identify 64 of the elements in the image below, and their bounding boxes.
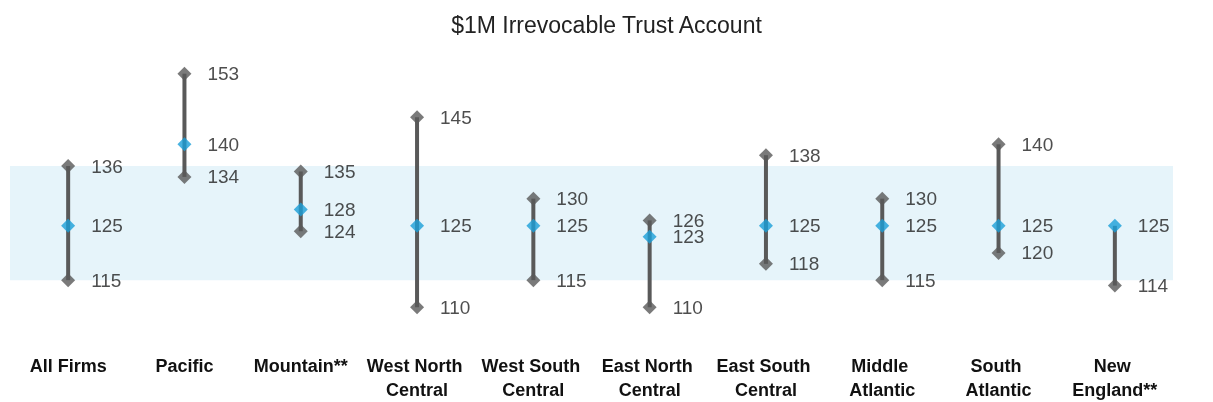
data-label: 110 xyxy=(440,296,471,318)
data-label: 125 xyxy=(1021,215,1054,237)
point xyxy=(61,218,76,233)
data-label: 115 xyxy=(91,269,122,291)
data-label: 136 xyxy=(91,155,123,177)
x-tick-label: Mountain** xyxy=(253,356,348,376)
point xyxy=(177,137,192,152)
point xyxy=(526,273,541,288)
point xyxy=(991,137,1006,152)
x-tick-label: Middle Atlantic xyxy=(849,356,916,400)
data-label: 120 xyxy=(1021,242,1054,264)
point xyxy=(642,300,657,315)
data-label: 134 xyxy=(207,166,240,188)
point xyxy=(177,66,192,81)
point xyxy=(875,191,890,206)
point xyxy=(642,213,657,228)
point xyxy=(875,273,890,288)
point xyxy=(991,218,1006,233)
point xyxy=(1107,218,1122,233)
x-tick-label: East North Central xyxy=(601,356,698,400)
data-label: 135 xyxy=(323,160,356,182)
point xyxy=(1107,278,1122,293)
data-label: 125 xyxy=(556,215,589,237)
data-label: 125 xyxy=(1137,215,1170,237)
point xyxy=(875,218,890,233)
data-label: 140 xyxy=(1021,133,1054,155)
x-tick-label: Pacific xyxy=(155,356,214,376)
point xyxy=(293,164,308,179)
point xyxy=(642,229,657,244)
data-label: 114 xyxy=(1137,275,1169,297)
data-label: 118 xyxy=(788,253,820,275)
data-label: 130 xyxy=(556,188,589,210)
point xyxy=(526,191,541,206)
data-label: 125 xyxy=(905,215,937,237)
point xyxy=(293,202,308,217)
data-label: 138 xyxy=(788,144,821,166)
data-label: 125 xyxy=(788,215,821,237)
data-label: 153 xyxy=(207,63,240,85)
point xyxy=(61,159,76,174)
data-label: 110 xyxy=(672,296,703,318)
x-tick-label: West North Central xyxy=(366,356,468,400)
data-label: 124 xyxy=(323,220,356,242)
point xyxy=(293,224,308,239)
data-label: 125 xyxy=(440,215,472,237)
data-label: 128 xyxy=(323,199,356,221)
data-label: 125 xyxy=(91,215,123,237)
point xyxy=(526,218,541,233)
chart-title: $1M Irrevocable Trust Account xyxy=(451,11,763,38)
point xyxy=(410,300,425,315)
x-tick-label: West South Central xyxy=(481,356,586,400)
data-label: 130 xyxy=(905,188,937,210)
data-label: 115 xyxy=(905,269,936,291)
point xyxy=(177,169,192,184)
x-tick-label: East South Central xyxy=(716,356,816,400)
data-label: 145 xyxy=(440,106,472,128)
x-tick-label: South Atlantic xyxy=(965,356,1032,400)
point xyxy=(61,273,76,288)
point xyxy=(758,218,773,233)
point xyxy=(410,110,425,125)
point xyxy=(991,245,1006,260)
x-tick-label: All Firms xyxy=(29,356,107,376)
data-label: 115 xyxy=(556,269,587,291)
x-tick-label: New England** xyxy=(1072,356,1158,400)
data-label: 140 xyxy=(207,133,240,155)
